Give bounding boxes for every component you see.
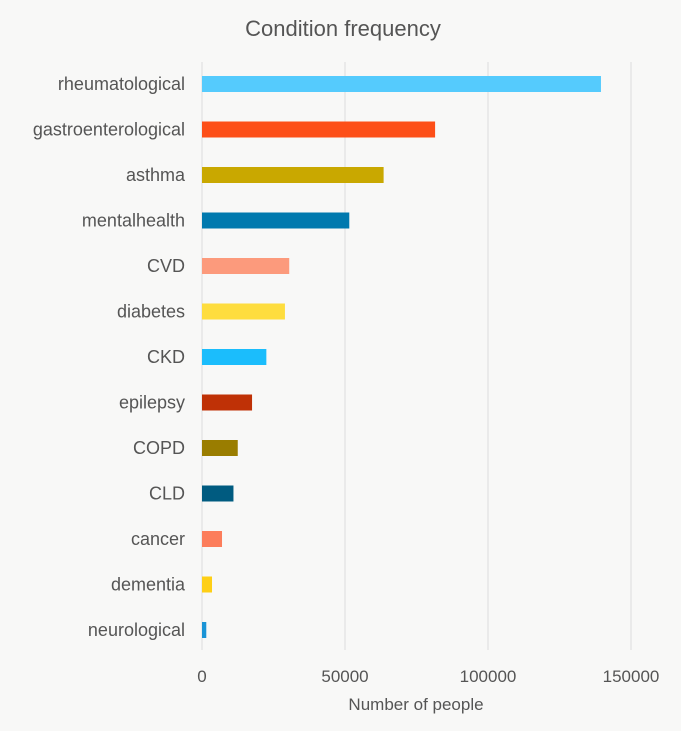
bar-rheumatological bbox=[202, 76, 601, 92]
x-tick-label: 0 bbox=[197, 667, 206, 686]
bar-epilepsy bbox=[202, 394, 253, 411]
category-label: CVD bbox=[147, 256, 185, 276]
category-label: CLD bbox=[149, 484, 185, 504]
bars bbox=[202, 76, 601, 638]
bar-asthma bbox=[202, 167, 384, 183]
category-label: asthma bbox=[126, 165, 186, 185]
bar-cancer bbox=[202, 531, 223, 547]
bar-neurological bbox=[202, 622, 207, 638]
bar-cvd bbox=[202, 258, 290, 274]
bar-diabetes bbox=[202, 303, 285, 320]
bar-gastroenterological bbox=[202, 121, 436, 138]
category-label: mentalhealth bbox=[82, 211, 185, 231]
category-label: CKD bbox=[147, 347, 185, 367]
x-tick-label: 150000 bbox=[603, 667, 660, 686]
category-label: gastroenterological bbox=[33, 120, 185, 140]
category-label: dementia bbox=[111, 575, 186, 595]
bar-cld bbox=[202, 485, 234, 502]
category-label: rheumatological bbox=[58, 74, 185, 94]
category-label: COPD bbox=[133, 438, 185, 458]
chart-title: Condition frequency bbox=[245, 16, 441, 41]
category-label: diabetes bbox=[117, 302, 185, 322]
category-labels: rheumatological gastroenterological asthma… bbox=[33, 74, 186, 640]
x-tick-labels: 0 50000 100000 150000 bbox=[197, 667, 659, 686]
x-tick-label: 100000 bbox=[460, 667, 517, 686]
category-label: epilepsy bbox=[119, 393, 185, 413]
bar-ckd bbox=[202, 349, 267, 365]
bar-copd bbox=[202, 440, 238, 456]
x-tick-label: 50000 bbox=[321, 667, 368, 686]
x-axis-title: Number of people bbox=[348, 695, 483, 714]
category-label: neurological bbox=[88, 620, 185, 640]
bar-mentalhealth bbox=[202, 212, 350, 229]
category-label: cancer bbox=[131, 529, 185, 549]
bar-dementia bbox=[202, 576, 213, 593]
